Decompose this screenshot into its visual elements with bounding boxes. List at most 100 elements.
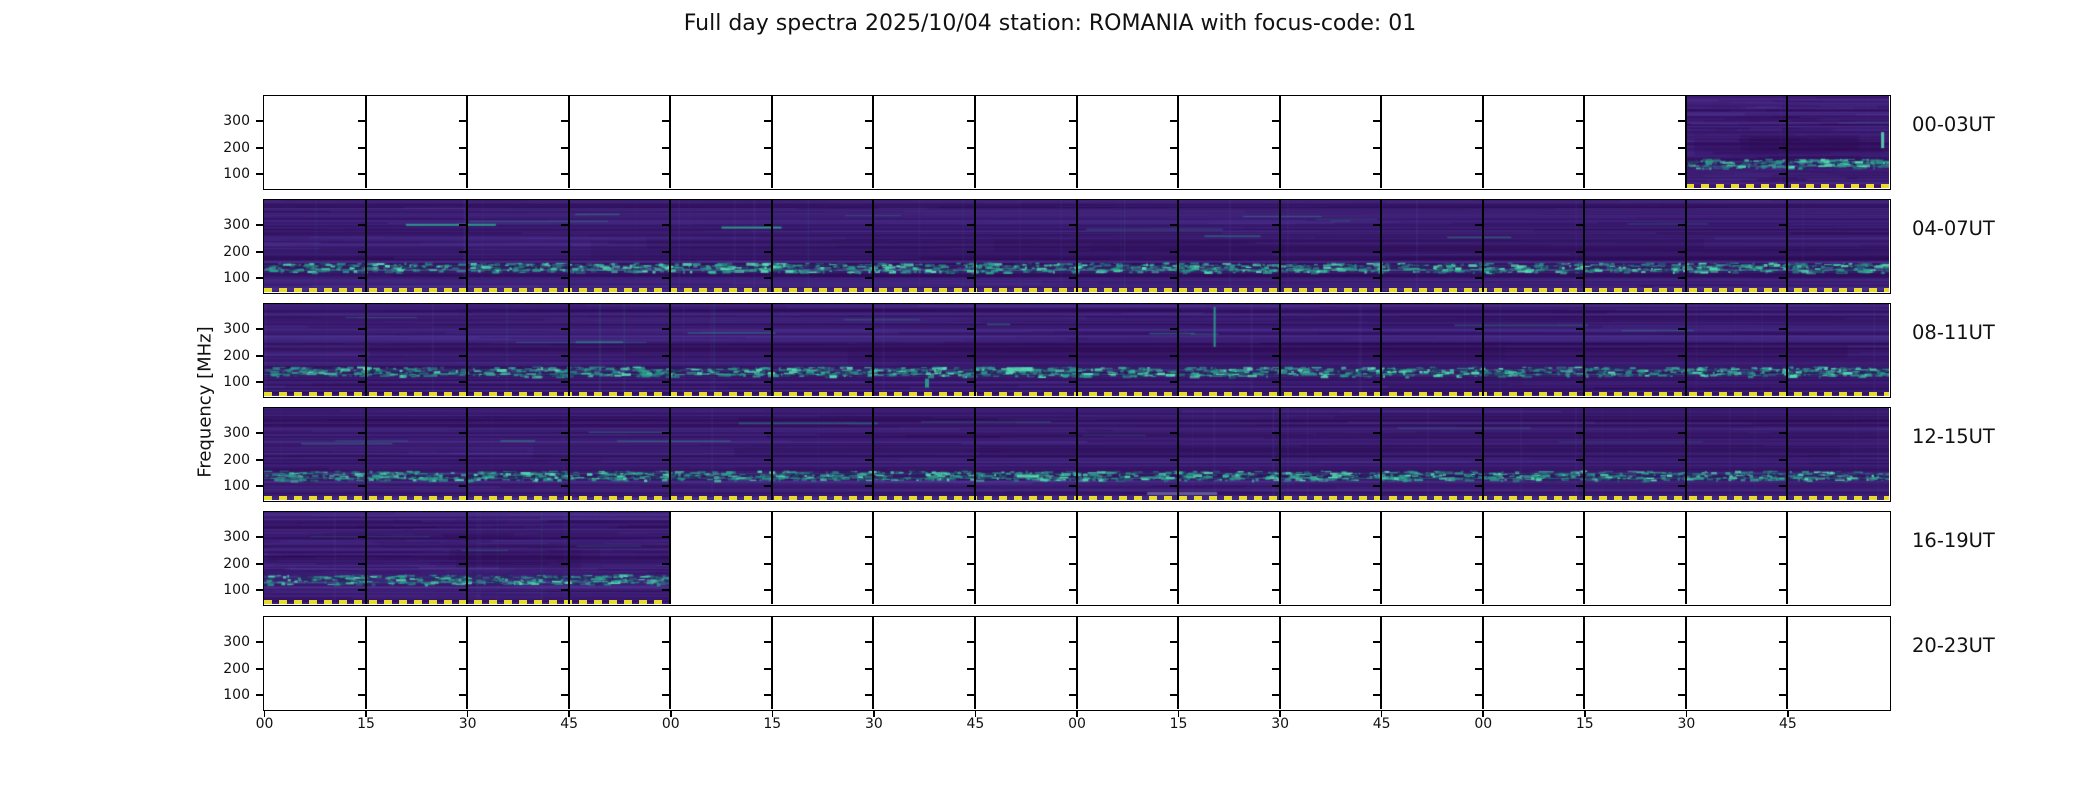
x-tick-label: 00 [1068,716,1086,732]
y-axis-tick [763,485,771,487]
segment-border [1786,200,1789,292]
y-axis-tick [1170,536,1178,538]
segment-border [872,200,875,292]
segment-border [1786,408,1789,500]
y-axis-tick [1576,668,1584,670]
y-tick-label: 200 [223,452,250,468]
y-axis-tick [1779,147,1787,149]
segment-border [1481,200,1484,292]
x-axis-tick [1177,711,1180,717]
y-axis-tick [662,355,670,357]
x-tick-label: 15 [763,716,782,732]
y-axis-tick [1677,563,1685,565]
y-tick-label: 100 [223,687,250,703]
y-axis-tick [865,251,873,253]
y-axis-tick [1068,536,1076,538]
y-axis-tick [966,485,974,487]
x-tick-label: 30 [864,716,883,732]
x-axis-tick [974,711,977,717]
y-axis-tick [1779,459,1787,461]
segment-border [567,96,570,188]
y-axis-tick [865,147,873,149]
segment-border [669,96,672,188]
y-axis-tick [1677,277,1685,279]
y-axis-tick [865,485,873,487]
segment-border [1380,617,1383,709]
y-tick-label: 300 [223,321,250,337]
y-axis-tick [1779,355,1787,357]
segment-border [466,512,469,604]
y-tick-label: 300 [223,529,250,545]
y-axis-tick [1373,536,1381,538]
y-axis-tick [763,694,771,696]
y-axis-tick [662,251,670,253]
y-axis-tick [865,355,873,357]
y-axis-tick [1474,224,1482,226]
y-axis-tick [1677,328,1685,330]
y-axis-tick [662,173,670,175]
segment-border [669,512,672,604]
y-axis-tick [1474,432,1482,434]
y-axis-tick [1474,120,1482,122]
row-time-range-label: 16-19UT [1912,529,1995,552]
spectrogram-row-20-23UT [256,616,1891,711]
segment-border [466,408,469,500]
segment-border [1684,408,1687,500]
y-axis-tick [662,277,670,279]
y-axis-tick [1068,251,1076,253]
y-axis-tick [662,563,670,565]
y-axis-tick [1576,251,1584,253]
y-axis-tick [1170,563,1178,565]
y-axis-tick [1068,589,1076,591]
y-axis-tick [560,432,568,434]
y-axis-tick [1271,381,1279,383]
y-axis-tick [662,224,670,226]
y-axis-tick [1271,120,1279,122]
y-axis-tick [1474,173,1482,175]
y-axis-tick [459,328,467,330]
y-tick-label: 200 [223,348,250,364]
y-axis-tick [357,224,365,226]
y-axis-tick [763,224,771,226]
x-tick-label: 45 [1779,716,1797,732]
x-axis-tick [1584,711,1586,717]
y-axis-tick [662,668,670,670]
y-axis-tick [1779,120,1787,122]
x-tick-label: 00 [255,716,274,732]
y-axis-tick [560,120,568,122]
y-axis-tick [1373,563,1381,565]
segment-border [364,304,367,396]
segment-border [1583,304,1586,396]
y-axis-tick [1474,668,1482,670]
segment-border [1278,96,1281,188]
y-tick-label: 100 [223,270,250,286]
segment-border [872,408,875,500]
segment-border [973,617,976,709]
y-tick-label: 200 [223,244,250,260]
y-axis-tick [966,173,974,175]
y-axis-tick [1474,251,1482,253]
y-axis-tick [357,277,365,279]
y-axis-tick [459,147,467,149]
y-axis-tick [1170,485,1178,487]
y-axis-tick [1170,641,1178,643]
y-axis-tick [1576,147,1584,149]
segment-border [567,408,570,500]
y-axis-tick [357,589,365,591]
segment-border [1075,200,1078,292]
y-axis-tick [1170,432,1178,434]
segment-border [1481,617,1484,709]
x-tick-label: 30 [1271,716,1290,732]
y-axis-tick [662,536,670,538]
y-axis-tick [966,120,974,122]
segment-border [1481,304,1484,396]
segment-border [1278,512,1281,604]
y-axis-tick [1373,173,1381,175]
segment-border [770,408,773,500]
spectrogram-row-12-15UT [256,407,1891,502]
segment-border [1380,512,1383,604]
y-axis-tick [1779,694,1787,696]
y-axis-tick [256,355,263,357]
y-axis-tick [1170,381,1178,383]
y-axis-tick [1271,251,1279,253]
